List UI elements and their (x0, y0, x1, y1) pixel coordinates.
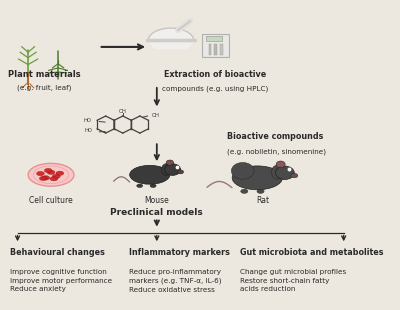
FancyBboxPatch shape (202, 34, 229, 57)
Ellipse shape (241, 189, 248, 193)
Ellipse shape (291, 173, 298, 178)
FancyBboxPatch shape (206, 36, 222, 41)
Ellipse shape (232, 166, 282, 190)
Text: OH: OH (152, 113, 160, 118)
Ellipse shape (150, 184, 156, 188)
Ellipse shape (162, 164, 170, 175)
Text: Plant materials: Plant materials (8, 70, 80, 79)
Ellipse shape (137, 184, 143, 188)
FancyBboxPatch shape (209, 44, 212, 55)
Text: (e.g. nobiletin, sinomenine): (e.g. nobiletin, sinomenine) (227, 149, 326, 155)
Ellipse shape (166, 160, 174, 165)
Ellipse shape (130, 166, 170, 184)
Ellipse shape (56, 171, 64, 175)
Text: compounds (e.g. using HPLC): compounds (e.g. using HPLC) (162, 86, 268, 92)
Ellipse shape (231, 162, 254, 179)
Ellipse shape (52, 174, 60, 179)
Ellipse shape (178, 170, 184, 174)
FancyBboxPatch shape (220, 44, 223, 55)
Polygon shape (148, 28, 194, 48)
Ellipse shape (47, 170, 55, 175)
Text: Change gut microbial profiles
Restore short-chain fatty
acids reduction: Change gut microbial profiles Restore sh… (240, 269, 346, 292)
Ellipse shape (40, 176, 47, 180)
Text: Improve cognitive function
Improve motor performance
Reduce anxiety: Improve cognitive function Improve motor… (10, 269, 113, 292)
Text: Rat: Rat (256, 196, 269, 205)
Text: (e.g. fruit, leaf): (e.g. fruit, leaf) (17, 85, 71, 91)
Ellipse shape (28, 163, 74, 186)
Text: Mouse: Mouse (144, 196, 169, 205)
Text: Inflammatory markers: Inflammatory markers (129, 248, 230, 257)
Text: Reduce pro-inflammatory
markers (e.g. TNF-α, IL-6)
Reduce oxidative stress: Reduce pro-inflammatory markers (e.g. TN… (129, 269, 221, 293)
Text: OH: OH (119, 109, 127, 114)
Ellipse shape (272, 165, 282, 179)
Ellipse shape (257, 189, 264, 193)
FancyBboxPatch shape (214, 44, 217, 55)
Text: HO: HO (84, 128, 92, 133)
Text: Cell culture: Cell culture (29, 196, 73, 205)
Ellipse shape (276, 161, 285, 168)
Ellipse shape (164, 164, 180, 175)
Text: Bioactive compounds: Bioactive compounds (227, 132, 324, 141)
Text: HO: HO (84, 117, 92, 122)
Text: Extraction of bioactive: Extraction of bioactive (164, 70, 266, 79)
Ellipse shape (44, 168, 52, 173)
Text: Behavioural changes: Behavioural changes (10, 248, 105, 257)
Ellipse shape (42, 176, 50, 180)
Ellipse shape (50, 177, 58, 181)
Text: Gut microbiota and metabolites: Gut microbiota and metabolites (240, 248, 383, 257)
Text: Preclinical models: Preclinical models (110, 208, 203, 217)
Ellipse shape (36, 171, 44, 176)
Ellipse shape (276, 166, 294, 179)
